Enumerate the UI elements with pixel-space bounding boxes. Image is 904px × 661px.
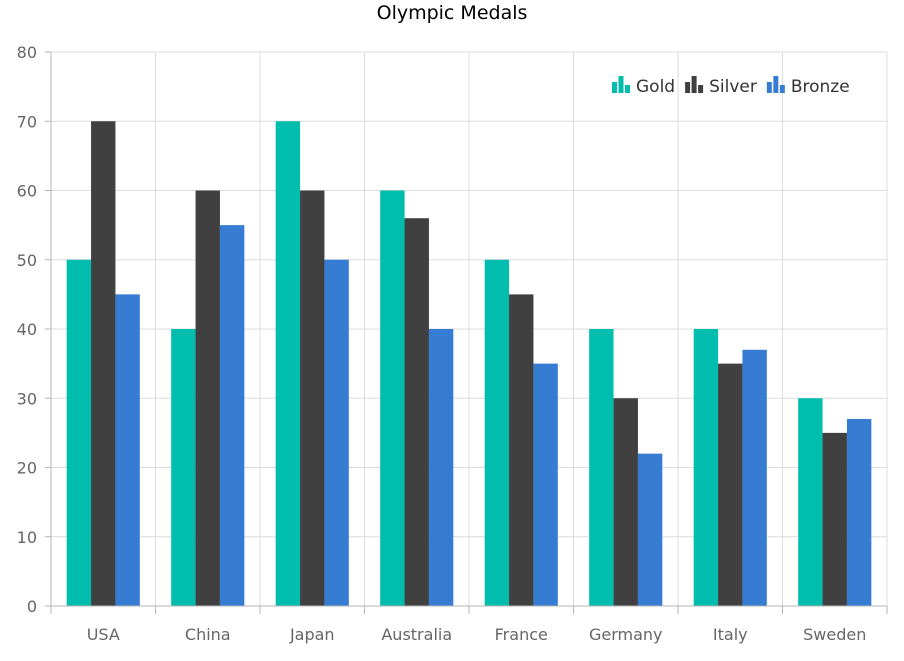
axes: 0 10 20 30 40 50 60 70 80 USA China Japan Australia F… bbox=[17, 43, 888, 644]
bar-japan-gold bbox=[275, 121, 301, 606]
legend-icon-bar-2 bbox=[618, 76, 624, 93]
y-tick-label: 20 bbox=[17, 459, 37, 478]
bar-france-silver bbox=[509, 294, 534, 606]
bar-china-bronze bbox=[219, 225, 245, 606]
x-tick-label: Japan bbox=[289, 625, 335, 644]
bar-china-silver bbox=[195, 190, 220, 606]
bar-germany-bronze bbox=[637, 453, 663, 606]
bar-sweden-bronze bbox=[846, 419, 872, 606]
bar-usa-silver bbox=[91, 121, 116, 606]
legend-icon-gold bbox=[612, 76, 630, 93]
legend-icon-bar-2 bbox=[691, 76, 697, 93]
legend-icon-bar-3 bbox=[625, 85, 630, 93]
legend-icon-bronze bbox=[766, 76, 785, 93]
y-tick-label: 70 bbox=[17, 112, 37, 131]
bar-australia-bronze bbox=[428, 329, 454, 606]
y-tick-label: 40 bbox=[17, 320, 37, 339]
legend-label-bronze: Bronze bbox=[791, 77, 850, 97]
y-tick-label: 10 bbox=[17, 528, 37, 547]
x-tick-label: Italy bbox=[713, 625, 748, 644]
bar-sweden-gold bbox=[798, 398, 823, 606]
bar-australia-gold bbox=[380, 190, 405, 606]
y-tick-label: 0 bbox=[27, 597, 37, 616]
legend-icon-silver bbox=[685, 76, 704, 93]
legend-icon-bar-3 bbox=[779, 85, 785, 93]
bar-usa-bronze bbox=[115, 294, 140, 606]
bar-germany-silver bbox=[613, 398, 638, 606]
chart-title: Olympic Medals bbox=[376, 2, 528, 24]
x-tick-label: France bbox=[495, 625, 548, 644]
bar-australia-silver bbox=[404, 218, 429, 606]
bar-italy-bronze bbox=[742, 349, 767, 606]
y-tick-label: 30 bbox=[17, 389, 37, 408]
y-tick-label: 50 bbox=[17, 251, 37, 270]
legend-icon-bar-3 bbox=[698, 85, 704, 93]
bar-italy-gold bbox=[693, 329, 719, 606]
legend-icon-bar-1 bbox=[685, 82, 691, 93]
x-tick-label: USA bbox=[87, 625, 120, 644]
bar-germany-gold bbox=[589, 329, 614, 606]
bar-usa-gold bbox=[66, 259, 92, 606]
bar-france-gold bbox=[484, 259, 510, 606]
x-tick-label: China bbox=[185, 625, 231, 644]
legend: Gold Silver Bronze bbox=[612, 76, 850, 97]
bar-japan-bronze bbox=[324, 259, 349, 606]
bars bbox=[66, 121, 872, 606]
x-tick-label: Australia bbox=[381, 625, 452, 644]
legend-icon-bar-1 bbox=[612, 82, 617, 93]
bar-japan-silver bbox=[300, 190, 325, 606]
bar-italy-silver bbox=[718, 363, 743, 606]
legend-label-silver: Silver bbox=[709, 77, 757, 97]
y-tick-label: 60 bbox=[17, 182, 37, 201]
bar-france-bronze bbox=[533, 363, 558, 606]
legend-icon-bar-2 bbox=[773, 76, 779, 93]
legend-icon-bar-1 bbox=[766, 82, 772, 93]
x-tick-label: Sweden bbox=[803, 625, 866, 644]
legend-label-gold: Gold bbox=[636, 77, 675, 97]
y-tick-label: 80 bbox=[17, 43, 37, 62]
x-tick-label: Germany bbox=[589, 625, 663, 644]
bar-china-gold bbox=[171, 329, 196, 606]
bar-sweden-silver bbox=[822, 432, 847, 606]
